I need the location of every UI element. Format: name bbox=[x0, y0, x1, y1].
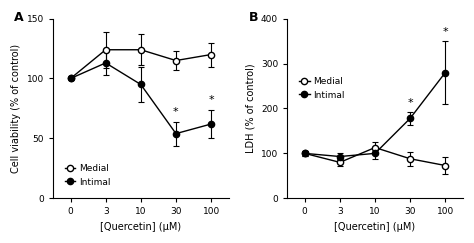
Text: *: * bbox=[407, 98, 413, 108]
Text: *: * bbox=[443, 27, 448, 37]
Legend: Medial, Intimal: Medial, Intimal bbox=[61, 160, 114, 190]
Legend: Medial, Intimal: Medial, Intimal bbox=[295, 73, 348, 103]
Text: *: * bbox=[208, 95, 214, 105]
Text: *: * bbox=[173, 107, 179, 117]
X-axis label: [Quercetin] (μM): [Quercetin] (μM) bbox=[100, 222, 182, 232]
Y-axis label: Cell viability (% of control): Cell viability (% of control) bbox=[11, 44, 21, 173]
Y-axis label: LDH (% of control): LDH (% of control) bbox=[246, 64, 255, 153]
Text: B: B bbox=[248, 11, 258, 24]
X-axis label: [Quercetin] (μM): [Quercetin] (μM) bbox=[335, 222, 416, 232]
Text: A: A bbox=[14, 11, 24, 24]
